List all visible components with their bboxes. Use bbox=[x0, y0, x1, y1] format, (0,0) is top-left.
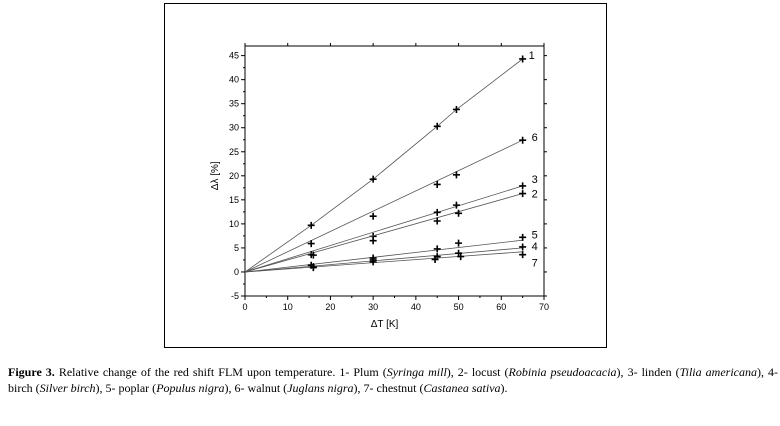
fit-line-series-2 bbox=[244, 193, 523, 273]
data-point-series-6 bbox=[452, 171, 460, 179]
caption-body: Relative change of the red shift FLM upo… bbox=[8, 365, 778, 395]
data-point-series-2 bbox=[309, 251, 317, 259]
caption-species-name: Silver birch bbox=[39, 381, 96, 395]
y-tick-label: 45 bbox=[229, 51, 239, 61]
y-tick-label: 25 bbox=[229, 147, 239, 157]
x-tick-label: 40 bbox=[411, 302, 421, 312]
caption-text: ), 4- birch ( bbox=[8, 365, 779, 395]
y-tick-label: 0 bbox=[234, 267, 239, 277]
caption-text: ), 6- walnut ( bbox=[224, 381, 288, 395]
data-point-series-4 bbox=[519, 243, 527, 251]
figure-frame: 0 10 20 30 40 50 60 70 -5 0 5 10 15 20 25 30 35 40 45 ΔT [K… bbox=[164, 3, 607, 348]
y-axis-title: Δλ [%] bbox=[210, 161, 221, 190]
data-point-series-2 bbox=[519, 190, 527, 198]
series-label-1: 1 bbox=[529, 50, 535, 62]
caption-species-name: Populus nigra bbox=[156, 381, 225, 395]
caption-text: ). bbox=[500, 381, 508, 395]
caption-text: ), 5- poplar ( bbox=[95, 381, 157, 395]
data-point-series-7 bbox=[309, 264, 317, 272]
series-label-6: 6 bbox=[532, 132, 538, 144]
data-point-series-3 bbox=[519, 182, 527, 190]
y-tick-label: 15 bbox=[229, 195, 239, 205]
data-point-series-6 bbox=[433, 180, 441, 188]
x-axis-title: ΔT [K] bbox=[371, 319, 399, 330]
series-label-5: 5 bbox=[532, 229, 538, 241]
x-tick-label: 10 bbox=[283, 302, 293, 312]
x-tick-label: 30 bbox=[368, 302, 378, 312]
caption-species-name: Syringa mill bbox=[386, 365, 447, 379]
y-tick-label: 20 bbox=[229, 171, 239, 181]
series-label-2: 2 bbox=[532, 189, 538, 201]
fit-line-series-5 bbox=[244, 239, 523, 273]
data-point-series-1 bbox=[307, 221, 315, 229]
data-point-series-1 bbox=[369, 175, 377, 183]
series-label-7: 7 bbox=[532, 258, 538, 270]
y-tick-label: -5 bbox=[231, 291, 239, 301]
fit-line-series-4 bbox=[244, 247, 523, 273]
x-tick-label: 20 bbox=[325, 302, 335, 312]
y-tick-label: 5 bbox=[234, 243, 239, 253]
data-point-series-6 bbox=[307, 240, 315, 248]
y-tick-label: 30 bbox=[229, 123, 239, 133]
series-label-4: 4 bbox=[532, 241, 538, 253]
data-point-series-6 bbox=[519, 136, 527, 144]
caption-text: ), 7- chestnut ( bbox=[353, 381, 424, 395]
x-tick-label: 60 bbox=[496, 302, 506, 312]
figure-caption: Figure 3. Relative change of the red shi… bbox=[8, 364, 778, 396]
caption-text: Relative change of the red shift FLM upo… bbox=[54, 365, 387, 379]
y-tick-label: 35 bbox=[229, 99, 239, 109]
fit-line-series-3 bbox=[244, 185, 523, 273]
x-tick-label: 0 bbox=[242, 302, 247, 312]
caption-text: ), 2- locust ( bbox=[446, 365, 509, 379]
caption-species-name: Tilia americana bbox=[679, 365, 757, 379]
fit-line-series-6 bbox=[244, 139, 523, 273]
data-point-series-1 bbox=[452, 105, 460, 113]
data-point-series-7 bbox=[369, 258, 377, 266]
data-point-series-7 bbox=[457, 253, 465, 261]
y-tick-label: 10 bbox=[229, 219, 239, 229]
data-point-series-5 bbox=[455, 239, 463, 247]
caption-text: ), 3- linden ( bbox=[616, 365, 680, 379]
data-point-series-2 bbox=[455, 209, 463, 217]
series-label-3: 3 bbox=[532, 174, 538, 186]
data-point-series-2 bbox=[433, 217, 441, 225]
data-point-series-6 bbox=[369, 212, 377, 220]
data-point-series-5 bbox=[433, 245, 441, 253]
data-point-series-1 bbox=[519, 55, 527, 63]
caption-species-name: Juglans nigra bbox=[287, 381, 354, 395]
figure-label: Figure 3. bbox=[8, 365, 55, 379]
data-point-series-3 bbox=[433, 208, 441, 216]
fit-line-series-7 bbox=[244, 251, 523, 273]
data-point-series-7 bbox=[431, 255, 439, 263]
y-tick-label: 40 bbox=[229, 75, 239, 85]
data-point-series-7 bbox=[519, 251, 527, 259]
data-point-series-1 bbox=[433, 122, 441, 130]
fit-line-series-1 bbox=[244, 58, 523, 273]
caption-species-name: Robinia pseudoacacia bbox=[508, 365, 617, 379]
data-point-series-2 bbox=[369, 237, 377, 245]
x-tick-label: 70 bbox=[539, 302, 549, 312]
caption-species-name: Castanea sativa bbox=[423, 381, 501, 395]
x-tick-label: 50 bbox=[454, 302, 464, 312]
data-point-series-5 bbox=[519, 233, 527, 241]
data-point-series-3 bbox=[452, 201, 460, 209]
